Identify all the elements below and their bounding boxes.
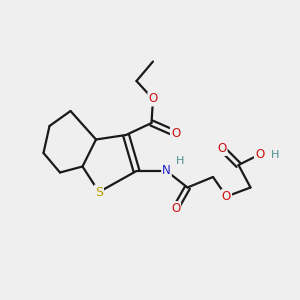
Text: O: O	[218, 142, 226, 155]
Text: N: N	[162, 164, 171, 178]
Text: H: H	[176, 156, 184, 167]
Text: O: O	[148, 92, 158, 106]
Text: O: O	[255, 148, 264, 161]
Text: O: O	[171, 202, 180, 215]
Text: O: O	[171, 127, 180, 140]
Text: S: S	[95, 185, 103, 199]
Text: O: O	[222, 190, 231, 203]
Text: H: H	[271, 149, 279, 160]
